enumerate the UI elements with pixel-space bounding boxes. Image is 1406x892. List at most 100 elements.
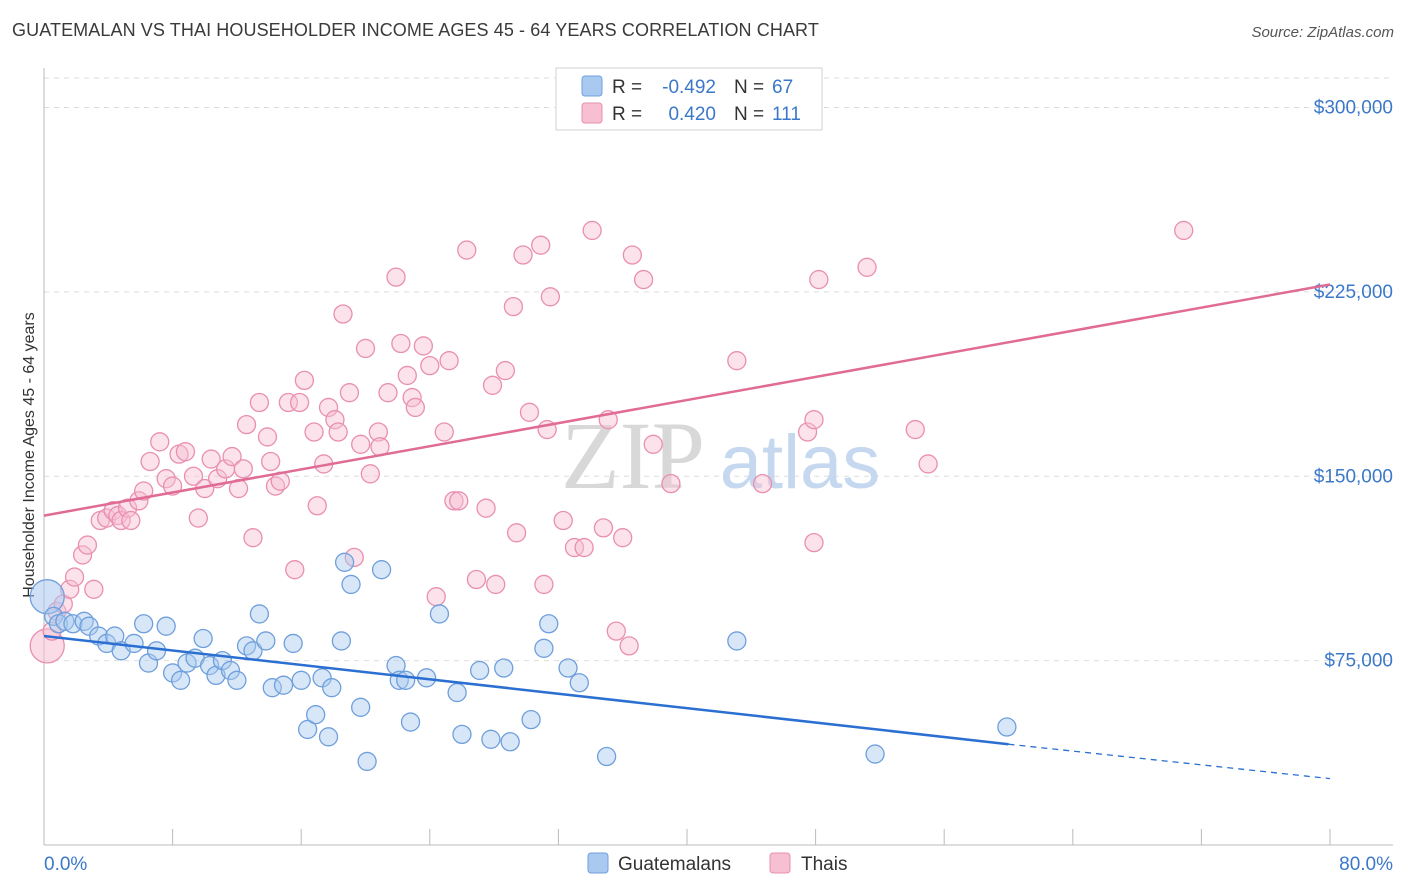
bottom-legend-guatemalan-swatch <box>587 852 609 874</box>
bottom-legend-thai-swatch <box>769 852 791 874</box>
watermark-atlas: atlas <box>720 420 881 505</box>
guatemalan-point <box>500 732 520 752</box>
thai-point <box>386 267 406 287</box>
thai-point <box>531 235 551 255</box>
y-tick-label: $150,000 <box>1314 466 1393 487</box>
thai-point <box>201 449 221 469</box>
guatemalan-point <box>596 746 617 767</box>
guatemalan-point <box>396 670 416 690</box>
thai-point <box>257 427 278 447</box>
thai-point <box>156 469 176 489</box>
guatemalan-point <box>429 604 450 624</box>
thai-point <box>495 360 516 381</box>
thai-point <box>222 446 242 467</box>
guatemalan-point <box>569 673 589 693</box>
thai-point <box>183 466 204 486</box>
watermark-zip: ZIP <box>561 402 705 509</box>
thai-point <box>325 410 345 430</box>
bottom-legend-thai-label: Thais <box>801 854 847 875</box>
thai-point <box>619 636 639 656</box>
guatemalan-point <box>170 670 191 690</box>
guatemalan-point <box>227 670 247 690</box>
guatemalan-point <box>162 663 183 683</box>
guatemalan-point <box>63 614 83 634</box>
guatemalan-point <box>351 697 371 717</box>
x-tick-label-max: 80.0% <box>1339 854 1393 875</box>
axes <box>43 68 1393 846</box>
guatemalan-point <box>334 552 355 572</box>
thai-point <box>304 422 324 442</box>
guatemalan-point <box>156 616 176 636</box>
thai-point <box>360 464 380 484</box>
guatemalan-point <box>124 633 144 654</box>
thai-point <box>593 518 614 538</box>
thai-point <box>476 498 496 518</box>
guatemalan-point <box>249 604 270 624</box>
thai-points <box>29 220 1194 664</box>
guatemalan-point <box>273 675 294 695</box>
thai-point <box>328 422 348 442</box>
grid-lines <box>44 77 1393 662</box>
thai-point <box>553 510 573 531</box>
thai-point <box>188 508 208 528</box>
watermark: ZIP atlas <box>561 402 880 509</box>
thai-point <box>622 245 642 265</box>
thai-point <box>857 257 877 277</box>
thai-point <box>236 414 257 435</box>
thai-point <box>318 397 339 418</box>
legend-r-value-1: -0.492 <box>662 77 716 98</box>
chart-title: GUATEMALAN VS THAI HOUSEHOLDER INCOME AG… <box>12 20 819 40</box>
legend-n-value-2: 111 <box>772 104 801 125</box>
thai-point <box>134 481 154 501</box>
thai-point <box>77 535 98 555</box>
guatemalan-point <box>865 744 885 764</box>
thai-point <box>355 338 376 359</box>
legend-r-label-1: R = <box>612 77 642 98</box>
thai-point <box>534 574 554 595</box>
thai-point <box>294 370 315 391</box>
source-label: Source: ZipAtlas.com <box>1251 24 1394 41</box>
thai-point <box>444 491 464 511</box>
thai-point <box>391 333 411 354</box>
guatemalan-point <box>220 660 241 681</box>
guatemalan-point <box>193 628 213 649</box>
thai-point <box>727 351 747 371</box>
thai-point <box>918 454 938 474</box>
y-tick-label: $225,000 <box>1314 282 1393 303</box>
thai-point <box>606 621 626 641</box>
guatemalan-point <box>447 682 467 703</box>
guatemalan-point <box>558 658 578 678</box>
thai-point <box>457 240 477 260</box>
thai-point <box>72 545 93 565</box>
thai-point <box>339 383 360 403</box>
thai-point <box>84 579 104 599</box>
guatemalan-point <box>371 560 392 580</box>
thai-point <box>434 422 454 442</box>
guatemalan-point <box>79 616 99 636</box>
thai-point <box>503 296 524 317</box>
thai-point <box>333 304 353 324</box>
y-tick-labels: $75,000 $150,000 $225,000 $300,000 <box>1314 98 1393 672</box>
thai-point <box>540 287 561 307</box>
y-tick-label: $300,000 <box>1314 98 1393 119</box>
thai-point <box>368 422 389 442</box>
legend-r-value-2: 0.420 <box>668 104 716 125</box>
bottom-legend-guatemalan-label: Guatemalans <box>618 854 731 875</box>
thai-point <box>633 269 654 290</box>
thai-point <box>804 532 824 553</box>
guatemalan-point <box>357 751 377 772</box>
thai-point <box>285 560 305 580</box>
thai-point <box>233 459 253 479</box>
thai-point <box>344 547 364 568</box>
thai-point <box>413 336 434 356</box>
thai-point <box>405 397 425 418</box>
thai-point <box>378 383 398 403</box>
guatemalan-point <box>297 719 318 740</box>
thai-point <box>420 355 440 376</box>
thai-point <box>249 392 270 413</box>
thai-point <box>513 245 533 265</box>
thai-point <box>243 528 263 548</box>
guatemalan-point <box>312 668 332 688</box>
guatemalan-point <box>283 633 303 654</box>
